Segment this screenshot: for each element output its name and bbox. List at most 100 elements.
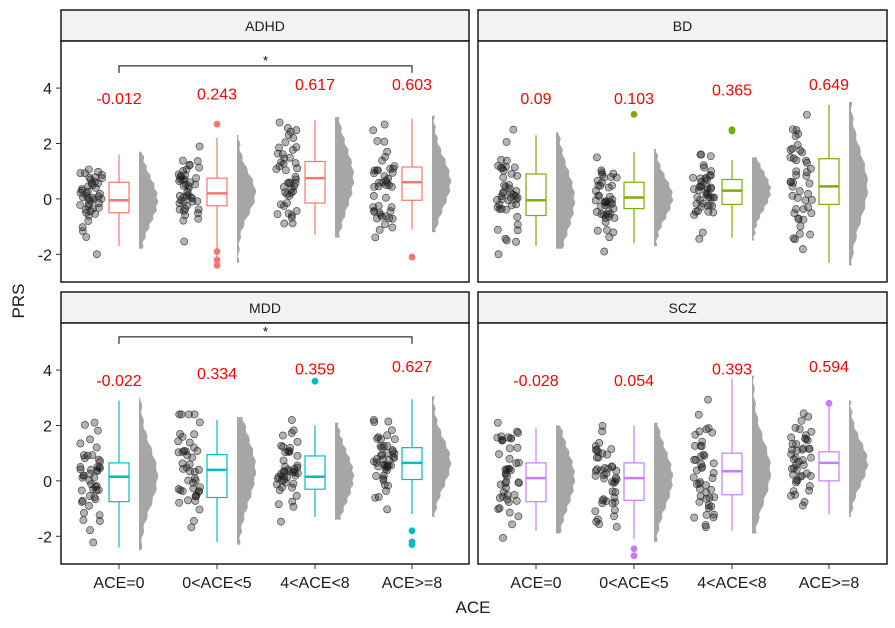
data-point bbox=[77, 486, 86, 495]
data-point bbox=[605, 233, 614, 242]
data-point bbox=[807, 209, 816, 218]
data-point bbox=[386, 164, 395, 173]
data-point bbox=[505, 454, 514, 463]
data-point bbox=[802, 110, 811, 119]
data-point bbox=[703, 185, 712, 194]
data-point bbox=[277, 158, 286, 166]
data-point bbox=[502, 156, 511, 165]
data-point bbox=[595, 191, 603, 200]
data-point bbox=[610, 506, 619, 514]
data-point bbox=[287, 429, 296, 437]
data-point bbox=[514, 478, 523, 487]
data-point bbox=[708, 193, 717, 202]
data-point bbox=[791, 235, 799, 244]
facet-strip bbox=[60, 291, 470, 324]
data-point bbox=[82, 192, 91, 200]
outlier-point bbox=[311, 377, 319, 385]
data-point bbox=[281, 478, 290, 487]
outlier-point bbox=[630, 552, 638, 560]
data-point bbox=[708, 474, 717, 482]
data-point bbox=[789, 234, 798, 243]
data-point bbox=[706, 152, 715, 161]
data-point bbox=[382, 193, 390, 202]
data-point bbox=[495, 450, 503, 459]
data-point bbox=[370, 166, 379, 175]
data-point bbox=[90, 418, 99, 427]
mean-annotation: 0.09 bbox=[520, 91, 551, 108]
data-point bbox=[293, 164, 302, 173]
data-point bbox=[709, 208, 718, 217]
data-point bbox=[794, 214, 803, 223]
data-point bbox=[502, 205, 510, 214]
data-point bbox=[608, 463, 617, 471]
data-point bbox=[802, 435, 811, 444]
data-point bbox=[796, 472, 805, 481]
data-point bbox=[707, 167, 716, 176]
data-point bbox=[293, 463, 302, 472]
x-tick-label: 0<ACE<5 bbox=[182, 575, 251, 592]
data-point bbox=[185, 410, 193, 419]
data-point bbox=[78, 223, 87, 232]
data-point bbox=[79, 471, 88, 480]
density-4 bbox=[849, 400, 869, 517]
outlier-point bbox=[213, 261, 221, 269]
data-point bbox=[281, 462, 289, 471]
data-point bbox=[795, 229, 804, 238]
data-point bbox=[510, 163, 519, 172]
data-point bbox=[591, 507, 600, 516]
data-point bbox=[697, 181, 705, 190]
data-point bbox=[805, 482, 814, 491]
data-point bbox=[605, 212, 613, 221]
data-point bbox=[603, 450, 612, 459]
data-point bbox=[286, 153, 294, 162]
data-point bbox=[376, 451, 385, 460]
data-point bbox=[369, 192, 378, 200]
density-4 bbox=[432, 396, 452, 517]
data-point bbox=[804, 412, 813, 421]
data-point bbox=[378, 178, 387, 187]
data-point bbox=[90, 493, 99, 502]
data-point bbox=[501, 182, 510, 191]
data-point bbox=[790, 209, 799, 217]
data-point bbox=[689, 173, 697, 182]
data-point bbox=[273, 149, 282, 158]
data-point bbox=[273, 210, 282, 219]
data-point bbox=[789, 487, 798, 496]
data-point bbox=[95, 511, 104, 519]
data-point bbox=[493, 196, 501, 204]
data-point bbox=[283, 199, 291, 207]
x-tick-label: ACE=0 bbox=[93, 575, 144, 592]
data-point bbox=[804, 189, 812, 198]
data-point bbox=[610, 512, 618, 521]
data-point bbox=[76, 169, 85, 177]
data-point bbox=[702, 511, 711, 519]
data-point bbox=[383, 147, 392, 156]
data-point bbox=[191, 180, 199, 189]
data-point bbox=[190, 410, 199, 419]
data-point bbox=[89, 204, 97, 213]
data-point bbox=[699, 450, 708, 459]
data-point bbox=[381, 465, 390, 473]
data-point bbox=[389, 453, 398, 462]
data-point bbox=[280, 202, 288, 210]
data-point bbox=[272, 165, 281, 174]
box-3 bbox=[721, 178, 743, 206]
data-point bbox=[690, 455, 699, 464]
data-point bbox=[188, 453, 197, 462]
data-point bbox=[707, 485, 715, 494]
data-point bbox=[494, 161, 503, 170]
data-point bbox=[505, 508, 514, 517]
data-point bbox=[80, 509, 88, 517]
data-point bbox=[293, 437, 302, 446]
data-point bbox=[285, 448, 294, 456]
box-4 bbox=[818, 451, 840, 482]
panel-border bbox=[60, 322, 470, 565]
data-point bbox=[372, 472, 381, 480]
data-point bbox=[84, 182, 93, 191]
data-point bbox=[498, 436, 507, 445]
facet-label: BD bbox=[673, 18, 692, 34]
y-tick-label: 0 bbox=[43, 192, 52, 209]
data-point bbox=[696, 150, 705, 159]
data-point bbox=[184, 496, 192, 505]
data-point bbox=[593, 226, 602, 235]
